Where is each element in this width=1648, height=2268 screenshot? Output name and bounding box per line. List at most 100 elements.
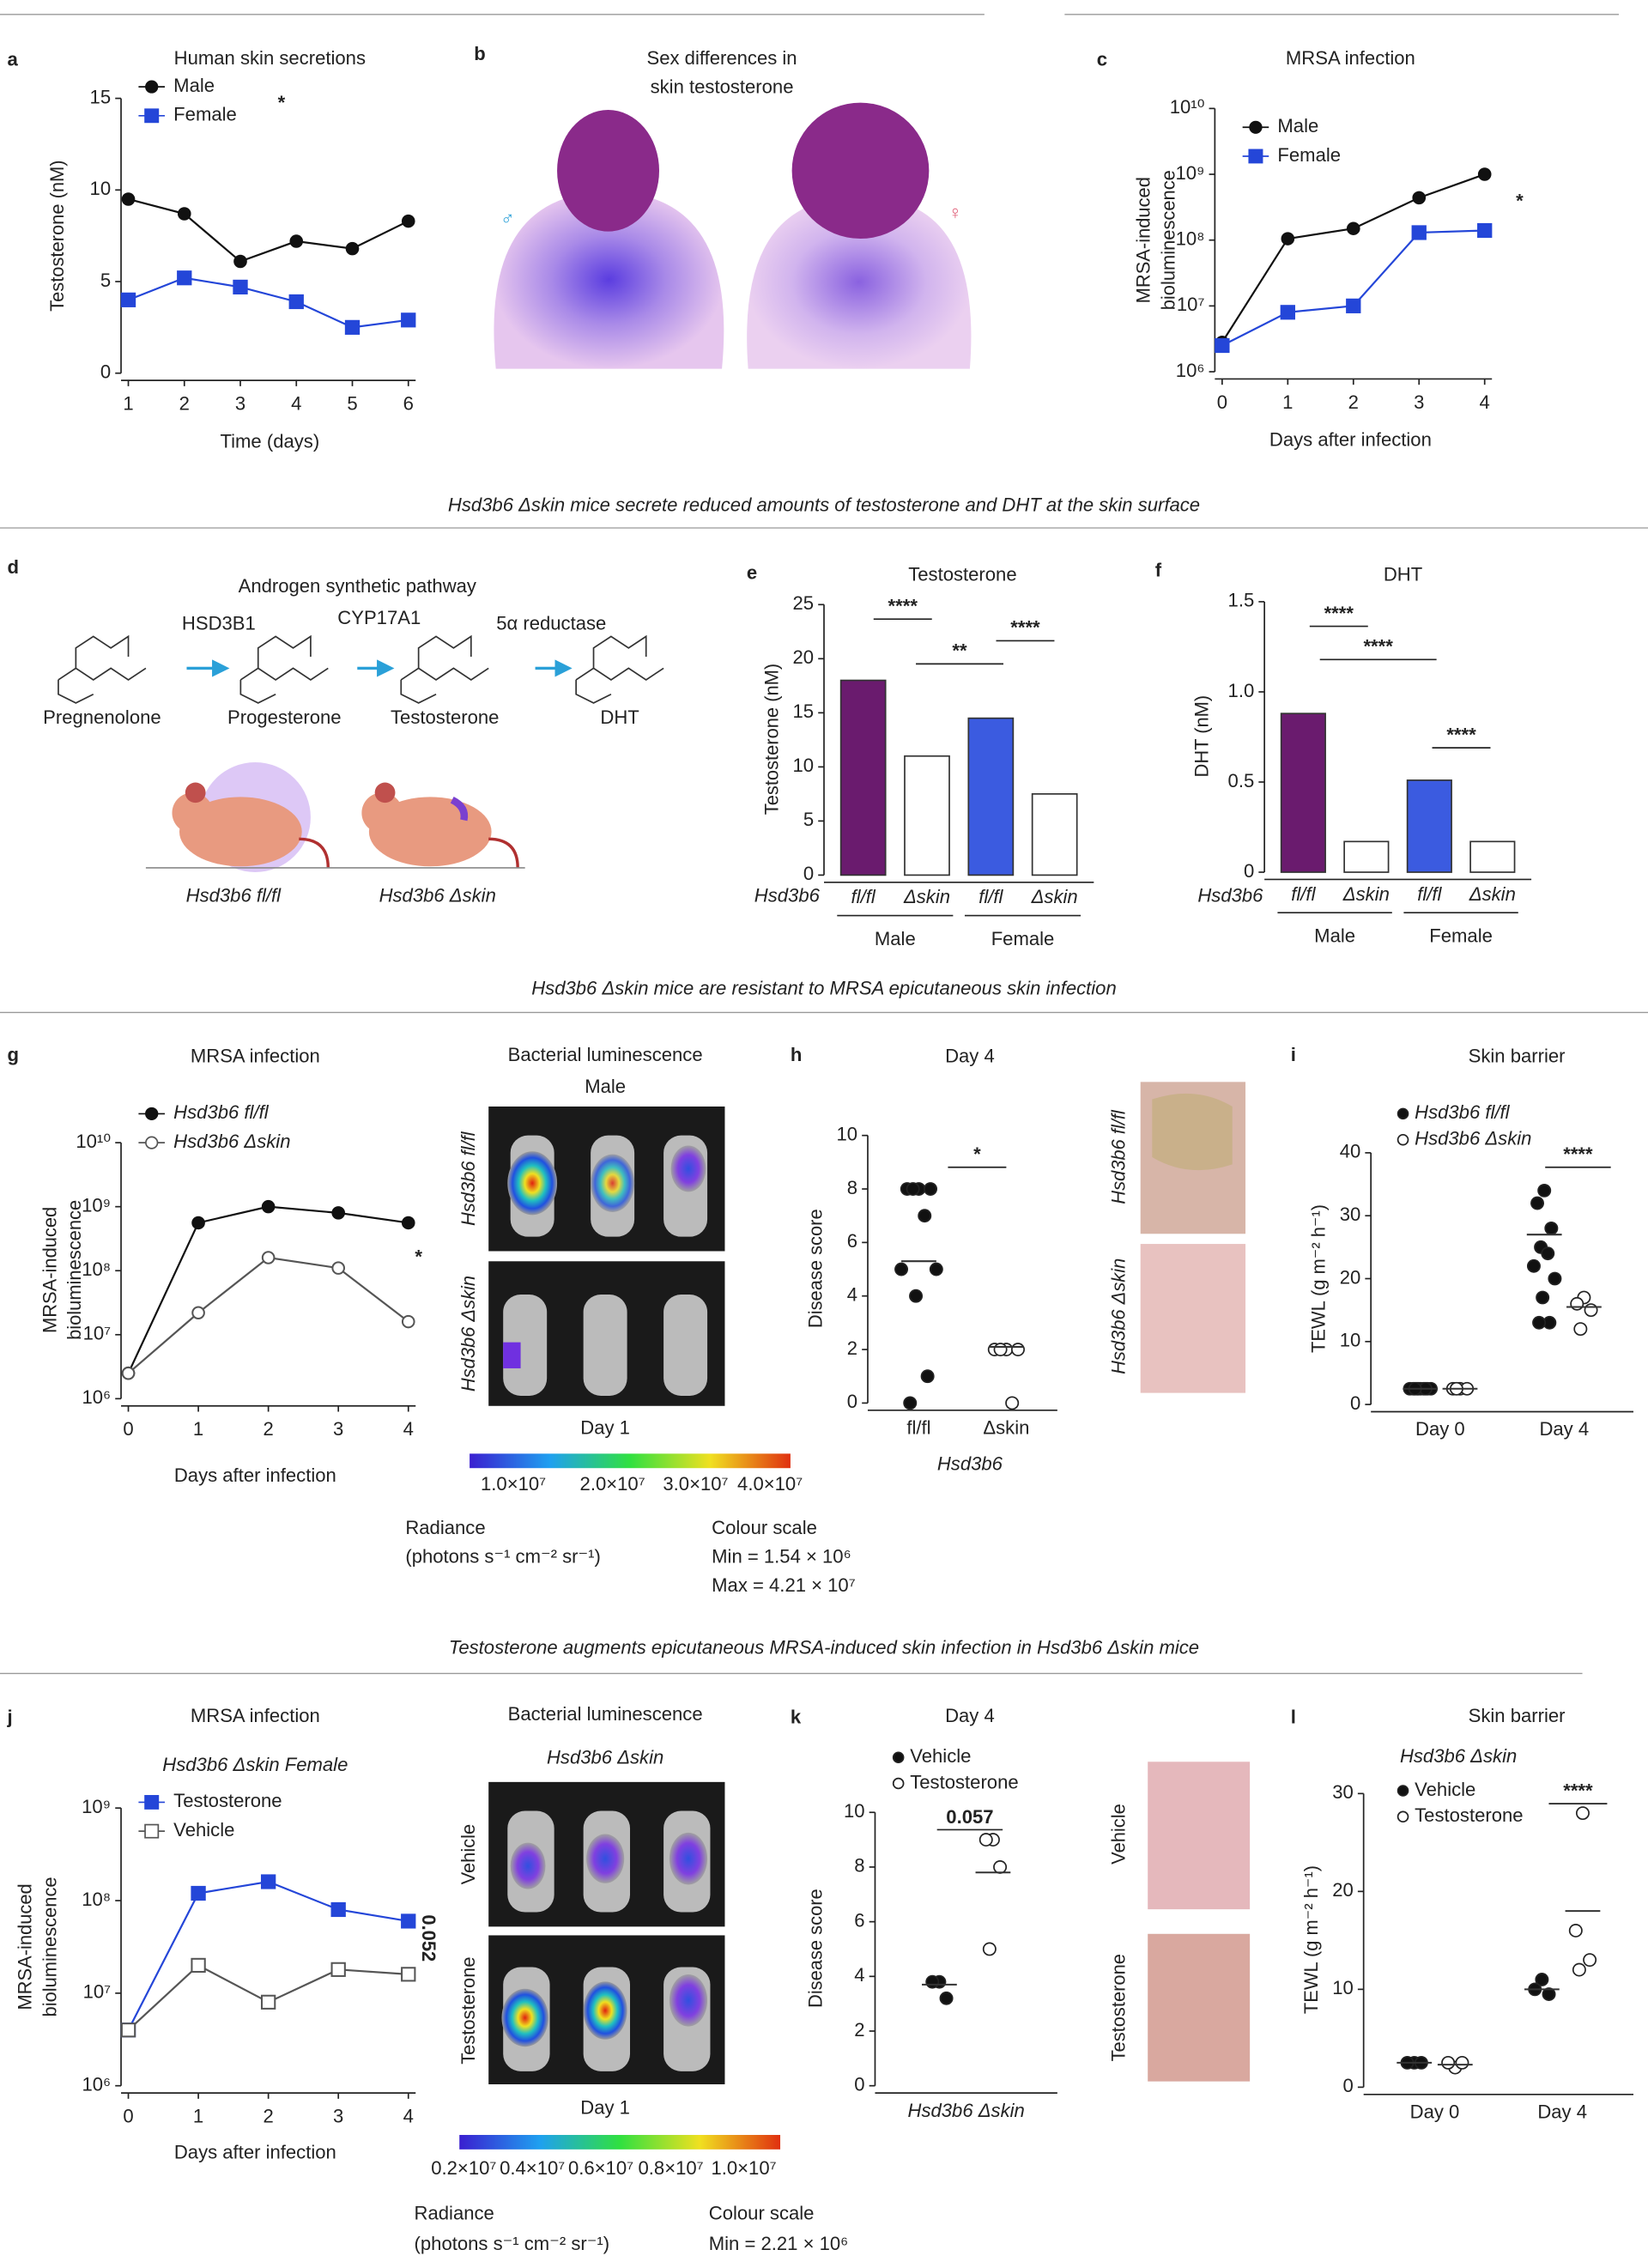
annotation: **** [1363,636,1393,658]
chart-title: MRSA infection [191,1046,320,1067]
y-tick-label: 5 [803,809,814,830]
body-illustration [494,102,972,369]
y-tick-label: 0 [803,863,814,884]
x-axis-label: Hsd3b6 [937,1453,1003,1475]
enzyme-label: HSD3B1 [182,613,256,634]
y-tick-label: 10 [1332,1977,1354,1998]
compound-label: DHT [600,706,639,728]
panel-label: g [7,1044,18,1065]
legend-marker [144,1823,160,1839]
label: Hsd3b6 Δskin [1108,1258,1130,1374]
x-tick-label: 1 [123,393,133,415]
dot [1010,1343,1025,1356]
marker [233,279,248,294]
y-tick-label: 0 [854,2074,864,2095]
x-tick-label: 2 [179,393,190,415]
y-tick-label: 10⁸ [82,1889,111,1910]
mouse [503,1295,548,1396]
marker [1346,221,1360,235]
chart-title: Skin barrier [1469,1705,1566,1726]
x-tick-label: fl/fl [851,886,876,907]
y-tick-label: 10 [1340,1330,1361,1351]
dot [906,1182,920,1196]
x-tick-label: Δskin [903,886,950,907]
legend-label: Hsd3b6 Δskin [173,1131,290,1152]
label: (photons s⁻¹ cm⁻² sr⁻¹) [405,1546,601,1568]
y-axis-label: bioluminescence [64,1200,85,1340]
marker [191,1885,206,1901]
marker [401,1967,416,1982]
label: 0.4×10⁷ [500,2157,565,2179]
y-tick-label: 25 [793,592,815,614]
label: 3.0×10⁷ [663,1473,728,1495]
x-tick-label: fl/fl [1417,883,1442,905]
y-tick-label: 10 [90,178,112,199]
legend-label: Hsd3b6 Δskin [1415,1128,1531,1149]
x-tick-label: 4 [403,2106,414,2127]
x-tick-label: Δskin [1342,883,1390,905]
y-tick-label: 10⁹ [82,1195,111,1216]
line [128,276,409,329]
marker [1477,222,1493,239]
label: Min = 1.54 × 10⁶ [712,1546,851,1568]
bar [1406,779,1452,873]
y-tick-label: 8 [847,1177,857,1198]
y-tick-label: 10¹⁰ [1170,96,1205,118]
panel-label: j [6,1707,12,1728]
y-tick-label: 10⁷ [83,1323,112,1344]
legend-marker [1397,1785,1409,1797]
marker [401,312,416,328]
bar [1280,713,1326,873]
signal [583,1981,627,2040]
chart-title: Human skin secretions [174,47,366,69]
y-tick-label: 10 [844,1800,865,1822]
y-axis-label: Disease score [804,1209,826,1328]
dot [1537,1183,1552,1198]
x-tick-label: Day 4 [1539,1418,1589,1440]
diagram-title: skin testosterone [651,76,794,98]
dot [1584,1303,1598,1318]
marker [330,1901,346,1918]
legend-label: Testosterone [910,1771,1018,1792]
x-tick-label: 3 [235,393,245,415]
y-tick-label: 0 [1350,1392,1360,1414]
diagram-title: Androgen synthetic pathway [239,575,476,597]
label: Male [585,1076,626,1097]
y-tick-label: 10⁹ [82,1796,111,1817]
y-tick-label: 0 [1244,860,1254,882]
compound-label: Testosterone [391,706,499,728]
x-tick-label: 0 [123,2106,133,2127]
marker [1215,337,1230,354]
x-tick-label: fl/fl [1291,883,1316,905]
mouse-label: Hsd3b6 fl/fl [186,885,282,907]
group-label: Female [1429,925,1493,947]
mouse-illustration [145,761,525,873]
label: 2.0×10⁷ [580,1473,645,1495]
dot [1532,1315,1547,1330]
dot [993,1343,1008,1356]
x-tick-label: 3 [1414,391,1424,413]
marker [261,1199,276,1214]
x-tick-label: 4 [403,1418,414,1440]
mouse [663,1295,708,1396]
signal [669,1974,708,2027]
dot [982,1942,997,1956]
legend-label: Testosterone [1415,1804,1523,1826]
label: Hsd3b6 fl/fl [1108,1109,1130,1204]
legend-label: Male [173,75,215,96]
male-body [494,190,724,369]
dot [939,1991,954,2005]
marker [1346,298,1361,313]
y-tick-label: 40 [1340,1141,1361,1162]
caption: Hsd3b6 Δskin mice are resistant to MRSA … [531,977,1117,998]
marker [1477,167,1492,181]
label: Vehicle [457,1824,479,1885]
dot [909,1289,924,1303]
x-tick-label: 5 [347,393,357,415]
caption: Hsd3b6 Δskin mice secrete reduced amount… [448,494,1200,516]
label: (photons s⁻¹ cm⁻² sr⁻¹) [415,2233,610,2254]
colour-bar [470,1453,791,1469]
y-tick-label: 1.5 [1228,590,1255,611]
y-axis-label: TEWL (g m⁻² h⁻¹) [1300,1865,1322,2014]
